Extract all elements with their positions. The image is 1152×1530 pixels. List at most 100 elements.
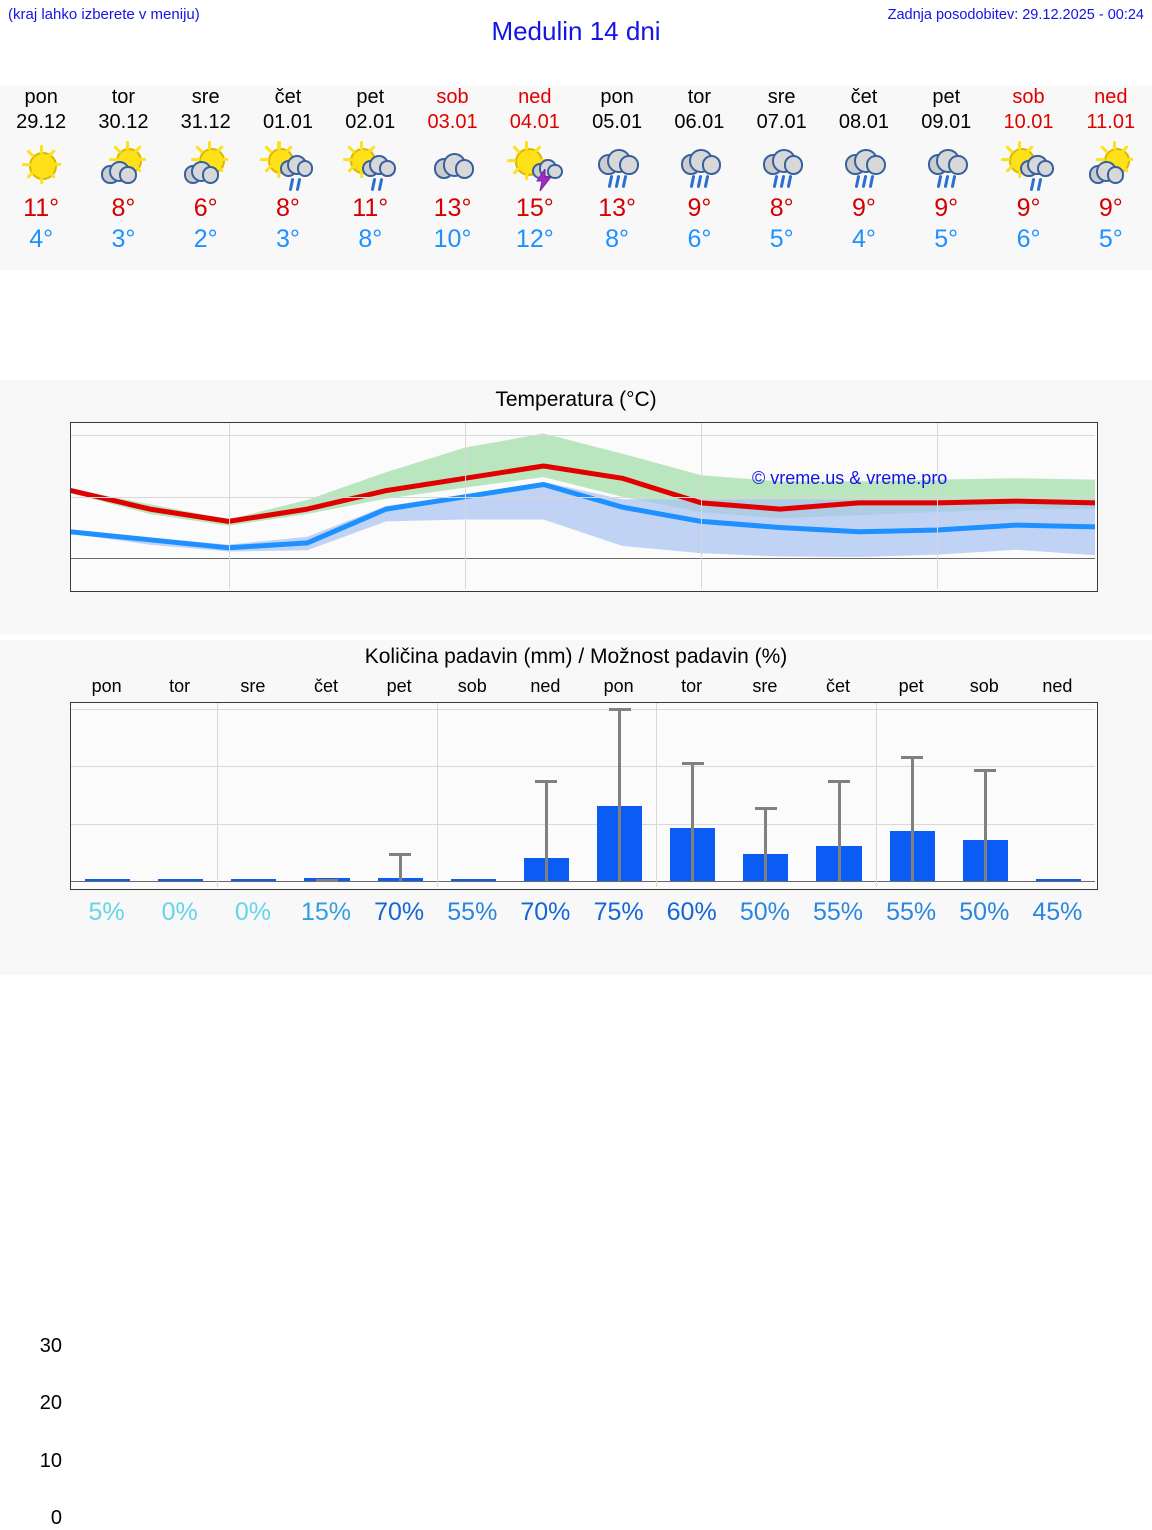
gridline: [71, 881, 1095, 883]
precipitation-bar[interactable]: [84, 878, 131, 882]
precipitation-bar[interactable]: [450, 878, 496, 882]
temp-max: 9°: [687, 194, 712, 222]
precipitation-day-label: sob: [969, 676, 999, 696]
gridline-vertical: [875, 703, 877, 887]
day-date: 04.01: [509, 111, 560, 133]
temp-min: 8°: [605, 225, 630, 253]
y-axis-tick-label: 10: [39, 1449, 62, 1472]
forecast-day-column[interactable]: tor 06.01 9° 6°: [658, 85, 740, 270]
precipitation-probability: 70%: [520, 898, 571, 926]
day-date: 08.01: [838, 111, 889, 133]
forecast-strip: pon 29.12 11° 4° tor 30.12 8° 3° sre 31.12 6° 2° č…: [0, 85, 1152, 270]
sun-ray: [277, 140, 281, 150]
day-name: tor: [111, 86, 136, 108]
precipitation-error-cap: [535, 779, 558, 783]
cloud-shape: [183, 160, 219, 184]
forecast-day-column[interactable]: pet 09.01 9° 5°: [905, 85, 987, 270]
precipitation-day-label: čet: [825, 676, 850, 696]
precipitation-probability: 60%: [666, 898, 717, 926]
precipitation-error-bar: [544, 779, 548, 882]
forecast-day-column[interactable]: pon 05.01 13° 8°: [576, 85, 658, 270]
sun-ray: [1017, 140, 1022, 150]
page-header: (kraj lahko izberete v meniju) Medulin 1…: [0, 0, 1152, 60]
last-update-label: Zadnja posodobitev: 29.12.2025 - 00:24: [887, 7, 1144, 23]
precipitation-error-cap: [316, 878, 338, 882]
forecast-day-column[interactable]: čet 08.01 9° 4°: [823, 85, 905, 270]
precipitation-error-bar: [398, 852, 402, 882]
gridline: [71, 558, 1095, 560]
cloud-shape: [433, 152, 475, 179]
temp-max: 6°: [193, 194, 218, 222]
precipitation-error-cap: [389, 852, 412, 856]
day-name: čet: [274, 86, 302, 108]
menu-hint: (kraj lahko izberete v meniju): [8, 6, 200, 23]
precipitation-bar[interactable]: [1035, 878, 1082, 882]
weather-icon-partly-cloudy: [84, 137, 162, 192]
weather-icon-sunny: [2, 137, 80, 192]
temp-max: 11°: [352, 194, 389, 222]
weather-icon-cloudy-rain: [825, 137, 903, 192]
cloud-shape: [361, 155, 396, 178]
gridline: [71, 823, 1095, 825]
gridline: [71, 435, 1095, 437]
sun-ray: [264, 144, 274, 154]
forecast-day-column[interactable]: sob 03.01 13° 10°: [411, 85, 493, 270]
forecast-day-column[interactable]: tor 30.12 8° 3°: [82, 85, 164, 270]
sun-ray: [525, 140, 529, 150]
forecast-day-column[interactable]: pon 29.12 11° 4°: [0, 85, 82, 270]
forecast-day-column[interactable]: ned 11.01 9° 5°: [1070, 85, 1152, 270]
temp-max: 9°: [1098, 194, 1123, 222]
precipitation-probability: 45%: [1032, 898, 1083, 926]
precipitation-day-label: pet: [386, 676, 412, 696]
gridline-vertical: [937, 423, 939, 589]
sun-ray: [347, 144, 356, 154]
gridline-vertical: [656, 703, 658, 887]
precipitation-error-cap: [754, 807, 777, 811]
day-name: tor: [687, 86, 712, 108]
temp-max: 8°: [769, 194, 794, 222]
rain-drop: [943, 174, 950, 189]
precipitation-bar[interactable]: [231, 878, 277, 882]
temp-min: 5°: [1098, 225, 1123, 253]
day-date: 31.12: [180, 111, 231, 133]
sun-ray: [26, 149, 35, 158]
precipitation-error-bar: [837, 780, 841, 882]
forecast-day-column[interactable]: sre 31.12 6° 2°: [165, 85, 247, 270]
sun-ray: [208, 140, 212, 150]
precipitation-probability: 0%: [161, 898, 198, 926]
precipitation-bar[interactable]: [158, 878, 204, 882]
cloud-shape: [845, 148, 886, 175]
temp-min: 4°: [852, 225, 876, 253]
temp-min: 5°: [769, 225, 794, 253]
temp-max: 13°: [433, 194, 472, 222]
forecast-day-column[interactable]: ned 04.01 15° 12°: [494, 85, 576, 270]
precipitation-error-cap: [828, 780, 850, 783]
temp-max: 11°: [23, 194, 60, 222]
temp-max: 8°: [276, 194, 300, 222]
precipitation-error-bar: [691, 761, 695, 882]
precipitation-day-label: pon: [91, 676, 122, 696]
forecast-day-column[interactable]: sob 10.01 9° 6°: [987, 85, 1069, 270]
temp-max: 9°: [852, 194, 876, 222]
forecast-day-column[interactable]: pet 02.01 11° 8°: [329, 85, 411, 270]
precipitation-probability: 55%: [812, 898, 864, 926]
precipitation-day-label: sre: [752, 676, 778, 696]
rain-drop: [772, 174, 778, 189]
day-name: sre: [191, 86, 220, 108]
temp-max: 13°: [598, 194, 637, 222]
gridline-vertical: [228, 423, 230, 589]
forecast-day-column[interactable]: čet 01.01 8° 3°: [247, 85, 329, 270]
weather-icon-cloudy-rain: [578, 137, 656, 192]
watermark: © vreme.us & vreme.pro: [752, 468, 948, 488]
day-name: čet: [850, 86, 878, 108]
precipitation-probability: 55%: [886, 898, 937, 926]
sun-ray: [136, 157, 146, 161]
day-date: 09.01: [921, 111, 972, 133]
day-name: pet: [932, 86, 961, 108]
precipitation-day-label: tor: [169, 676, 191, 696]
forecast-day-column[interactable]: sre 07.01 8° 5°: [741, 85, 823, 270]
rain-drop: [690, 174, 696, 189]
temp-min: 3°: [111, 225, 136, 253]
precipitation-error-bar: [618, 707, 622, 882]
